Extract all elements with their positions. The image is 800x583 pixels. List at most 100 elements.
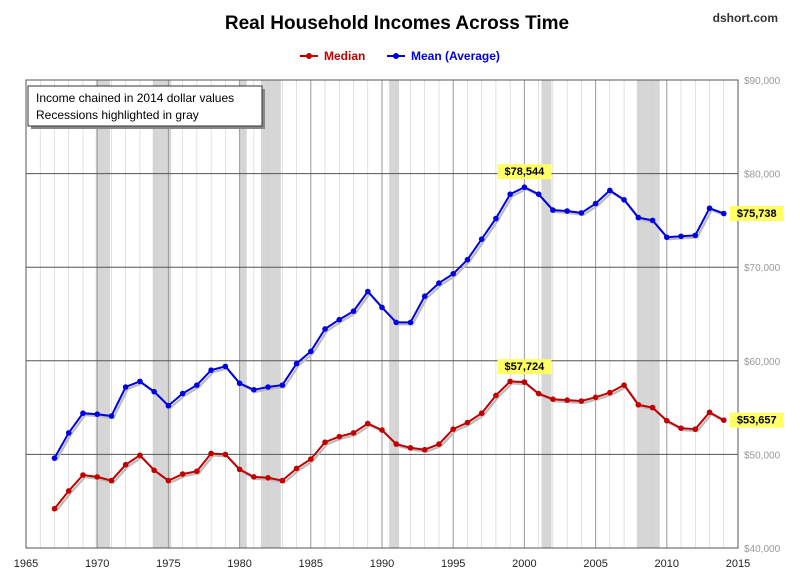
data-point (635, 401, 642, 408)
data-point (649, 404, 656, 411)
legend-median-label: Median (324, 49, 365, 63)
x-tick-label: 2015 (726, 558, 750, 570)
recession-band (636, 80, 660, 548)
legend-mean-label: Mean (Average) (411, 49, 500, 63)
data-point (236, 380, 243, 387)
data-point (521, 379, 528, 385)
y-tick-label: $80,000 (744, 170, 781, 181)
data-point (122, 384, 129, 390)
data-point (137, 378, 143, 385)
data-point (450, 426, 457, 432)
mean-series (51, 184, 727, 461)
x-tick-label: 1995 (441, 558, 465, 570)
data-point (720, 210, 727, 217)
data-point (108, 413, 115, 419)
data-point (80, 472, 86, 478)
recession-band (389, 80, 400, 548)
data-point (151, 388, 157, 395)
data-point (108, 477, 115, 484)
data-point (592, 200, 599, 207)
data-point (550, 396, 556, 402)
data-point (222, 363, 229, 370)
data-point (421, 446, 428, 453)
data-point (521, 184, 528, 191)
x-tick-label: 2010 (655, 558, 679, 570)
data-point (464, 256, 471, 263)
data-point (664, 417, 670, 424)
source-label: dshort.com (713, 11, 778, 25)
y-tick-label: $60,000 (744, 357, 781, 368)
value-callout-label: $57,724 (505, 361, 546, 373)
y-tick-label: $40,000 (744, 544, 781, 555)
data-point (80, 410, 86, 417)
recession-band (152, 80, 172, 548)
data-point (578, 398, 585, 404)
recession-band (541, 80, 552, 548)
data-point (507, 191, 513, 197)
data-point (208, 367, 214, 373)
data-point (336, 433, 343, 440)
data-point (151, 467, 157, 474)
data-point (122, 461, 129, 468)
data-point (65, 488, 72, 494)
data-point (621, 197, 627, 203)
data-point (322, 326, 328, 332)
data-point (535, 390, 542, 397)
data-point (592, 394, 599, 401)
data-point (436, 441, 442, 447)
data-point (493, 392, 499, 399)
data-point (279, 382, 286, 388)
data-point (450, 270, 457, 277)
data-point (621, 382, 627, 388)
data-point (364, 288, 371, 295)
data-point (379, 304, 385, 311)
data-point (393, 319, 400, 326)
value-callout-bg (729, 205, 784, 221)
data-point (649, 217, 656, 224)
y-tick-label: $90,000 (744, 76, 781, 87)
data-point (464, 419, 471, 426)
data-point (564, 208, 570, 214)
data-point (664, 234, 670, 241)
x-tick-label: 1990 (370, 558, 394, 570)
data-point (322, 439, 328, 446)
value-callout-bg (729, 412, 784, 428)
data-point (564, 397, 570, 403)
legend-median-marker (306, 53, 312, 59)
data-point (678, 233, 684, 240)
value-callout-bg (497, 164, 552, 180)
data-point (51, 455, 58, 461)
data-point (379, 427, 385, 433)
data-point (478, 236, 485, 242)
data-point (364, 420, 371, 427)
data-point (607, 389, 613, 396)
data-point (265, 384, 271, 390)
data-point (493, 215, 499, 222)
data-point (336, 316, 343, 323)
note-line-1: Income chained in 2014 dollar values (36, 91, 234, 105)
data-point (194, 382, 200, 388)
data-point (678, 425, 684, 431)
data-point (208, 450, 214, 457)
y-tick-label: $50,000 (744, 450, 781, 461)
x-tick-label: 2005 (583, 558, 607, 570)
data-point (251, 474, 257, 480)
data-point (706, 205, 713, 212)
data-point (692, 232, 699, 239)
data-point (293, 360, 300, 367)
data-point (222, 451, 229, 458)
data-point (692, 426, 699, 432)
data-point (350, 430, 357, 436)
recession-band (95, 80, 111, 548)
data-point (51, 505, 58, 512)
data-point (165, 402, 172, 409)
notes-box: Income chained in 2014 dollar values Rec… (27, 85, 265, 129)
median-series (51, 378, 727, 512)
data-point (308, 348, 314, 355)
x-tick-label: 1965 (14, 558, 38, 570)
data-point (194, 468, 200, 475)
data-point (706, 409, 713, 416)
data-point (535, 191, 542, 197)
